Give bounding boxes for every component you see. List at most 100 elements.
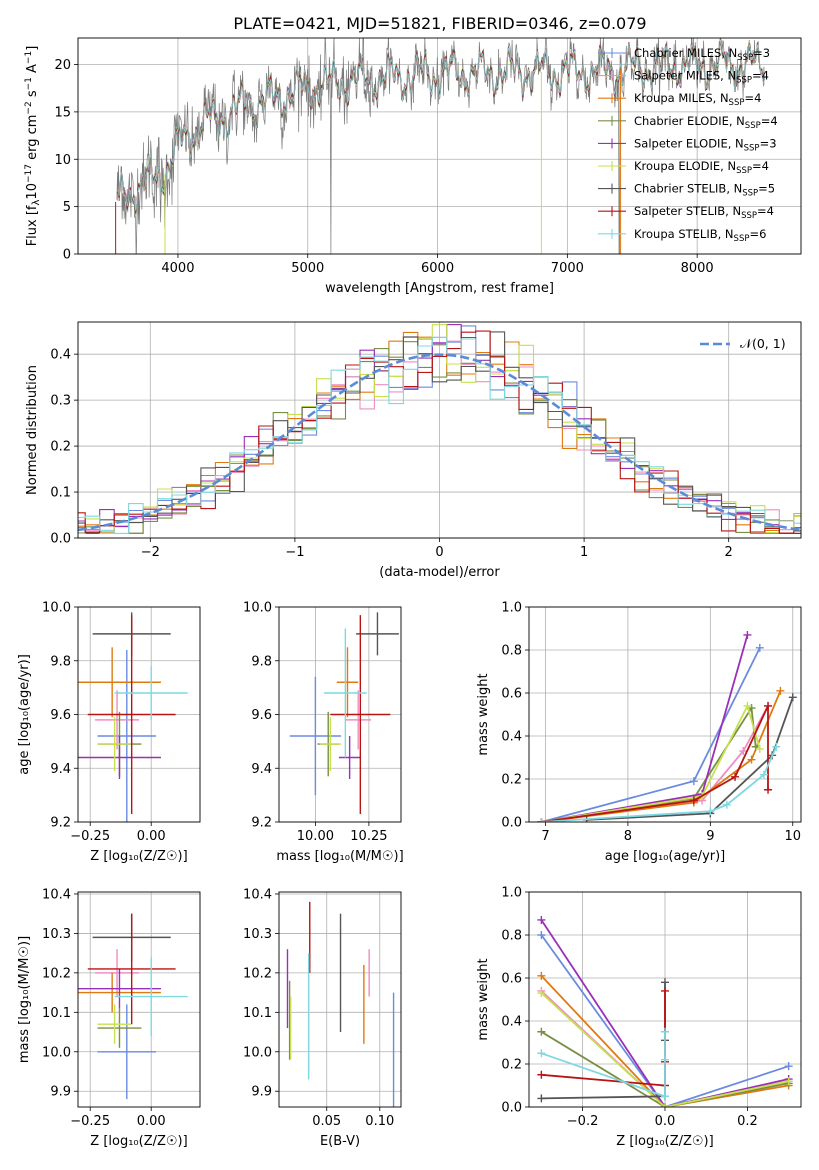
legend-label-gaussian: 𝒩(0, 1) xyxy=(740,336,786,351)
legend-label-kroupa-miles: Kroupa MILES, NSSP=4 xyxy=(634,91,761,108)
y-axis-label-part: λ xyxy=(31,199,42,205)
x-axis-label: Z [log₁₀(Z/Z☉)] xyxy=(90,1134,187,1149)
legend-label-sub: SSP xyxy=(737,53,753,63)
x-tick-label: −1 xyxy=(285,545,304,560)
weight-point-kroupa-stelib xyxy=(537,1049,546,1058)
age-vs-metallicity-panel: −0.25 0.00 9.2 9.4 9.6 9.8 10.0 Z [log₁₀(Z/Z☉)]… xyxy=(17,601,201,864)
legend-label-n: =3 xyxy=(760,136,777,150)
y-tick-label: 0.2 xyxy=(501,773,522,788)
x-tick-label: 4000 xyxy=(161,261,194,276)
y-axis-label: mass [log₁₀(M/M☉)] xyxy=(17,936,32,1063)
y-tick-label: 0.4 xyxy=(501,730,522,745)
y-tick-label: 0.1 xyxy=(50,486,71,501)
y-tick-label: 9.9 xyxy=(251,1085,272,1100)
x-tick-label: −0.25 xyxy=(70,829,110,844)
plot-area xyxy=(537,630,797,822)
y-axis-label: Flux [fλ10−17 erg cm−2 s−1 A−1] xyxy=(24,46,42,247)
weight-point-kroupa-miles xyxy=(747,755,756,764)
y-axis-label-part: −1 xyxy=(24,77,34,90)
y-tick-label: 10.2 xyxy=(243,966,272,981)
y-tick-label: 9.6 xyxy=(251,708,272,723)
histogram-kroupa-elodie xyxy=(78,324,801,534)
y-tick-label: 10.1 xyxy=(42,1006,71,1021)
legend-label-sub: SSP xyxy=(734,234,750,244)
y-axis-label-part: A xyxy=(25,64,40,77)
y-tick-label: 1.0 xyxy=(501,886,522,901)
residuals-panel: −2 −1 0 1 2 0.0 0.1 0.2 0.3 0.4 (data-model)/error… xyxy=(25,321,802,580)
weight-vs-age-panel: 7 8 9 10 0.0 0.2 0.4 0.6 0.8 1.0 age [log₁₀(age/yr… xyxy=(476,601,802,864)
x-tick-label: 0.00 xyxy=(137,829,166,844)
y-axis-label-part: Flux [f xyxy=(25,205,40,246)
legend-label-text: Chabrier MILES, N xyxy=(634,46,737,60)
legend-label-text: Salpeter STELIB, N xyxy=(634,204,741,218)
legend-label-text: Chabrier STELIB, N xyxy=(634,182,742,196)
x-tick-label: −2 xyxy=(141,545,160,560)
x-tick-label: 0.05 xyxy=(312,1114,341,1129)
plot-area xyxy=(78,913,188,1100)
model-spectrum-kroupa-stelib xyxy=(116,41,765,211)
legend-label-kroupa-elodie: Kroupa ELODIE, NSSP=4 xyxy=(634,159,769,176)
legend-label-chabrier-miles: Chabrier MILES, NSSP=3 xyxy=(634,46,770,63)
y-tick-label: 1.0 xyxy=(501,601,522,616)
spectrum-panel: 4000 5000 6000 7000 8000 0 5 10 15 20 wavelength [… xyxy=(24,37,802,296)
legend-label-sub: SSP xyxy=(736,76,752,86)
legend-label-sub: SSP xyxy=(744,143,760,153)
weight-point-kroupa-miles xyxy=(776,686,785,695)
weight-point-chabrier-miles xyxy=(689,777,698,786)
legend-label-n: =4 xyxy=(744,91,761,105)
y-tick-label: 0.2 xyxy=(501,1058,522,1073)
y-tick-label: 9.8 xyxy=(50,654,71,669)
legend-label-chabrier-elodie: Chabrier ELODIE, NSSP=4 xyxy=(634,114,778,131)
weight-point-kroupa-elodie xyxy=(743,701,752,710)
legend-label-n: =4 xyxy=(752,159,769,173)
y-axis-label-part: s xyxy=(25,90,40,101)
legend-label-n: =4 xyxy=(757,204,774,218)
mass-vs-metallicity-panel: −0.25 0.00 9.9 10.0 10.1 10.2 10.3 10.4 Z [log₁₀… xyxy=(17,887,201,1149)
weight-point-kroupa-stelib xyxy=(537,818,546,822)
weight-point-salpeter-stelib xyxy=(689,796,698,805)
y-tick-label: 0.6 xyxy=(501,972,522,987)
axes-frame xyxy=(77,37,802,255)
y-tick-label: 0.4 xyxy=(50,348,71,363)
legend-label-sub: SSP xyxy=(742,189,758,199)
mass-vs-ebv-panel: 0.05 0.10 9.9 10.0 10.1 10.2 10.3 10.4 E(B-V) xyxy=(243,887,402,1149)
x-tick-label: 0.0 xyxy=(655,1114,676,1129)
weight-point-salpeter-stelib xyxy=(764,701,773,710)
legend-label-text: Salpeter MILES, N xyxy=(634,69,736,83)
weight-point-salpeter-stelib xyxy=(661,986,669,995)
histogram-kroupa-miles xyxy=(78,331,801,534)
weight-point-kroupa-stelib xyxy=(772,742,781,751)
y-tick-label: 0.3 xyxy=(50,394,71,409)
x-tick-label: 9 xyxy=(706,829,714,844)
weight-point-chabrier-miles xyxy=(755,643,764,652)
y-axis-label-part: −17 xyxy=(24,164,34,183)
weight-line-chabrier-miles xyxy=(541,647,761,822)
histogram-chabrier-stelib xyxy=(78,331,801,534)
legend-label-text: Salpeter ELODIE, N xyxy=(634,136,744,150)
y-tick-label: 9.4 xyxy=(251,762,272,777)
x-tick-label: 6000 xyxy=(421,261,454,276)
histogram-kroupa-stelib xyxy=(78,336,801,534)
axes-frame xyxy=(77,321,802,539)
legend-label-salpeter-miles: Salpeter MILES, NSSP=4 xyxy=(634,69,769,86)
legend-label-sub: SSP xyxy=(745,121,761,131)
x-tick-label: 8000 xyxy=(681,261,714,276)
weight-point-kroupa-stelib xyxy=(706,807,715,816)
axes-frame xyxy=(77,891,201,1108)
x-tick-label: 7 xyxy=(541,829,549,844)
weight-line-kroupa-elodie xyxy=(541,703,761,822)
histogram-salpeter-stelib xyxy=(78,330,801,534)
legend-label-n: =4 xyxy=(761,114,778,128)
x-tick-label: 10.25 xyxy=(350,829,387,844)
y-axis-label: Normed distribution xyxy=(25,365,40,495)
plot-area xyxy=(115,38,765,254)
weight-point-kroupa-elodie xyxy=(784,1077,793,1086)
weight-line-salpeter-elodie xyxy=(540,919,789,1107)
age-vs-mass-panel: 10.00 10.25 9.2 9.4 9.6 9.8 10.0 mass [log₁₀(M/… xyxy=(243,601,404,865)
x-axis-label: age [log₁₀(age/yr)] xyxy=(605,849,726,864)
weight-line-chabrier-elodie xyxy=(540,1031,789,1107)
y-axis-label: mass weight xyxy=(476,673,491,755)
weight-point-kroupa-stelib xyxy=(661,1027,669,1036)
y-tick-label: 10.1 xyxy=(243,1006,272,1021)
x-axis-label: mass [log₁₀(M/M☉)] xyxy=(276,849,403,864)
